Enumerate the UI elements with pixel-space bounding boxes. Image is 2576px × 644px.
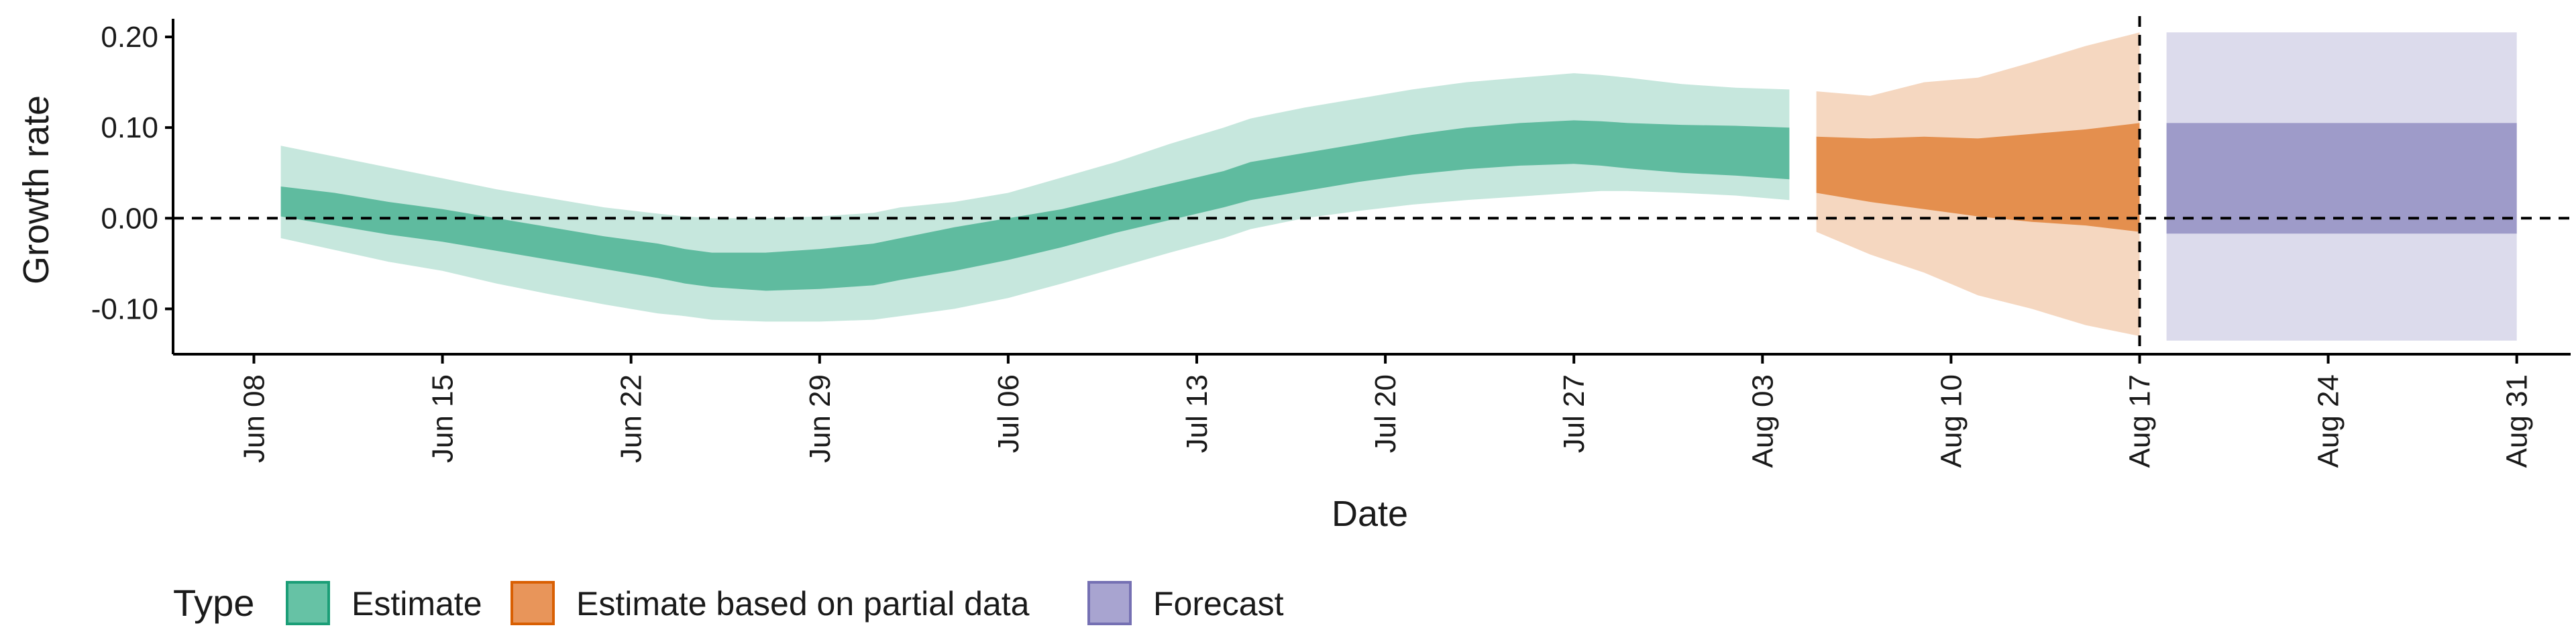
x-tick-label: Aug 24 [2312,374,2345,468]
legend: Type Estimate Estimate based on partial d… [173,581,1284,625]
legend-key-forecast [1087,581,1132,625]
x-tick-label: Jul 27 [1558,374,1591,453]
series-forecast [2166,32,2517,341]
x-tick-label: Jun 15 [427,374,460,463]
x-tick-label: Jul 06 [992,374,1025,453]
band-inner-estimate-based-on-partial-data [1816,123,2140,232]
x-tick-label: Aug 03 [1746,374,1779,468]
band-inner-estimate [280,120,1790,291]
y-axis-title: Growth rate [16,95,56,284]
legend-label-estimate-based-on-partial-data: Estimate based on partial data [576,585,1030,623]
x-tick-label: Jul 13 [1181,374,1214,453]
legend-key-estimate [286,581,330,625]
x-tick-label: Aug 17 [2124,374,2157,468]
x-tick-label: Jun 22 [615,374,648,463]
legend-label-estimate: Estimate [352,585,482,623]
y-tick-label: 0.00 [101,202,158,235]
y-tick-label: -0.10 [91,292,158,325]
x-tick-label: Aug 10 [1935,374,1968,468]
x-tick-label: Jun 29 [804,374,837,463]
y-axis: 0.20 0.10 0.00 -0.10 [91,19,174,354]
reference-lines [173,16,2571,354]
x-tick-label: Jun 08 [238,374,271,463]
y-tick-label: 0.20 [101,21,158,54]
series-estimate [280,73,1790,322]
legend-label-forecast: Forecast [1153,585,1284,623]
legend-title: Type [173,582,254,624]
x-axis: Jun 08 Jun 15 Jun 22 Jun 29 Jul 06 Jul 13 Jul … [173,353,2571,468]
x-axis-title: Date [1332,494,1408,534]
legend-key-estimate-based-on-partial-data [511,581,555,625]
series-layer [280,32,2517,341]
series-estimate-based-on-partial-data [1816,32,2140,337]
x-tick-label: Aug 31 [2501,374,2534,468]
band-outer-estimate [280,73,1790,322]
y-tick-label: 0.10 [101,111,158,144]
x-tick-label: Jul 20 [1369,374,1402,453]
band-inner-forecast [2166,123,2517,234]
